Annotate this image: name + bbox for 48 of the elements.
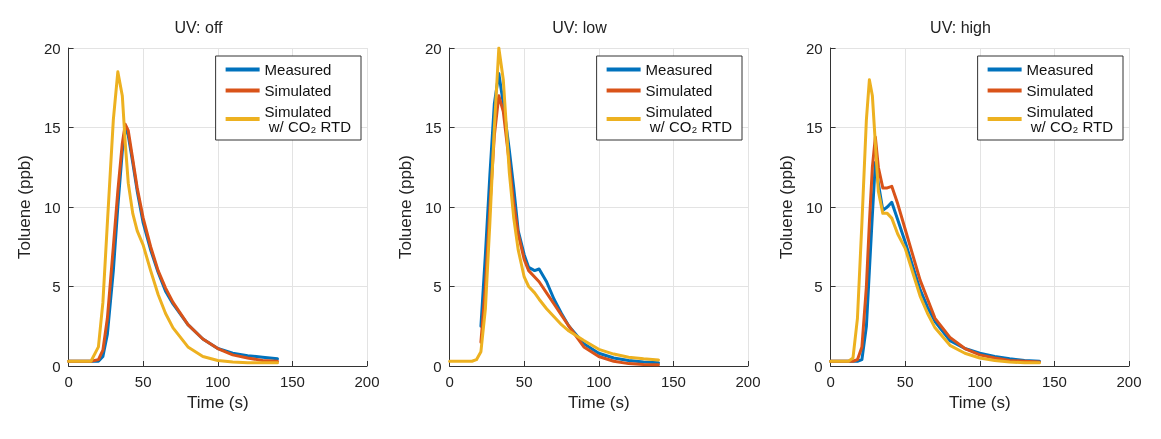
x-tick-label: 50 (896, 373, 914, 390)
y-tick-label: 20 (805, 39, 823, 57)
x-tick-label: 100 (205, 373, 231, 390)
y-tick-label: 20 (43, 39, 61, 57)
x-tick-label: 200 (735, 373, 761, 390)
y-axis-title: Toluene (ppb) (396, 155, 415, 259)
x-tick-label: 0 (826, 373, 835, 390)
y-tick-label: 15 (424, 119, 442, 136)
x-tick-label: 150 (660, 373, 686, 390)
x-axis-title: Time (s) (948, 392, 1011, 412)
legend-label: Measured (645, 61, 713, 78)
chart-title: UV: off (174, 18, 224, 36)
legend-label: Simulated (645, 82, 713, 99)
x-tick-label: 150 (1041, 373, 1067, 390)
y-axis-title: Toluene (ppb) (777, 155, 796, 259)
x-axis-title: Time (s) (186, 392, 249, 412)
x-axis-title: Time (s) (567, 392, 630, 412)
y-tick-label: 0 (52, 357, 61, 375)
y-tick-label: 5 (52, 278, 61, 295)
y-tick-label: 5 (433, 278, 442, 295)
y-tick-label: 0 (433, 357, 442, 375)
legend-label: Measured (1026, 61, 1094, 78)
x-tick-label: 0 (445, 373, 454, 390)
legend-label: Simulated (264, 82, 332, 99)
x-tick-label: 0 (64, 373, 73, 390)
y-tick-label: 20 (424, 39, 442, 57)
x-tick-label: 50 (515, 373, 533, 390)
x-tick-label: 50 (134, 373, 152, 390)
legend-label: Simulated w/ CO₂ RTD (645, 103, 733, 135)
x-tick-label: 200 (1116, 373, 1142, 390)
chart-title: UV: low (552, 18, 608, 36)
y-tick-label: 10 (805, 198, 823, 216)
y-tick-label: 15 (805, 119, 823, 136)
x-tick-label: 150 (279, 373, 305, 390)
legend-label: Simulated w/ CO₂ RTD (264, 103, 352, 135)
y-axis-title: Toluene (ppb) (15, 155, 34, 259)
legend-label: Simulated (1026, 82, 1094, 99)
legend-label: Simulated w/ CO₂ RTD (1026, 103, 1114, 135)
y-tick-label: 15 (43, 119, 61, 136)
y-tick-label: 5 (814, 278, 823, 295)
x-tick-label: 100 (586, 373, 612, 390)
y-tick-label: 10 (43, 198, 61, 216)
legend-label: Measured (264, 61, 332, 78)
y-tick-label: 0 (814, 357, 823, 375)
x-tick-label: 100 (967, 373, 993, 390)
chart-title: UV: high (930, 18, 991, 36)
x-tick-label: 200 (354, 373, 380, 390)
y-tick-label: 10 (424, 198, 442, 216)
